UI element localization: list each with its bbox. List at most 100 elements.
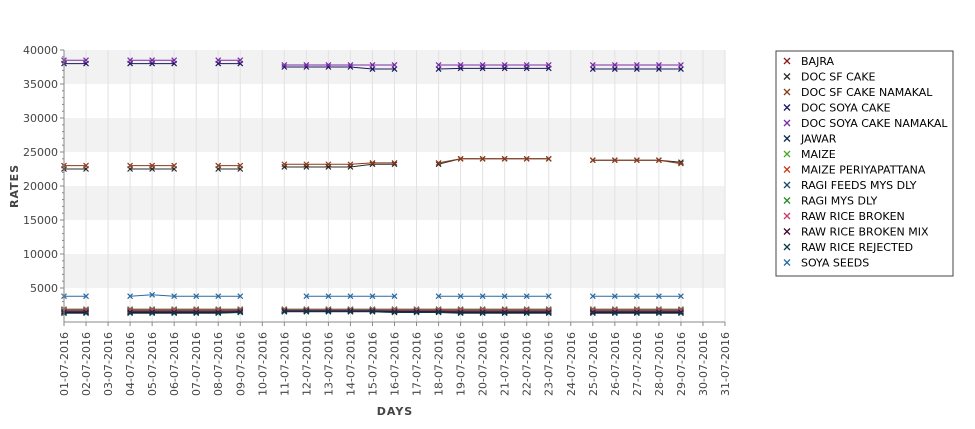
y-tick-label: 40000: [23, 44, 58, 57]
data-point: [633, 310, 640, 317]
data-point: [545, 293, 552, 300]
data-point: [589, 157, 596, 164]
data-point: [611, 293, 618, 300]
data-point: [127, 57, 134, 64]
data-point: [611, 62, 618, 68]
x-tick-label: 15-07-2016: [366, 332, 379, 396]
data-point: [325, 293, 332, 300]
data-point: [457, 155, 464, 162]
legend-marker: [783, 104, 791, 111]
data-point: [215, 162, 222, 169]
data-point: [435, 62, 442, 68]
data-point: [347, 62, 354, 68]
x-axis-title: DAYS: [377, 405, 413, 418]
x-tick-label: 28-07-2016: [653, 332, 666, 396]
y-tick-label: 35000: [23, 78, 58, 91]
x-tick-labels: 01-07-2016 02-07-2016 03-07-2016 04-07-2016…: [58, 332, 732, 396]
data-point: [281, 161, 288, 168]
data-point: [347, 308, 354, 315]
legend-marker: [783, 181, 791, 189]
data-point: [171, 57, 178, 64]
legend-label: DOC SOYA CAKE NAMAKAL: [801, 117, 948, 130]
x-tick-label: 23-07-2016: [543, 332, 556, 396]
data-point: [457, 293, 464, 300]
data-point: [457, 62, 464, 68]
data-point: [171, 310, 178, 317]
data-point: [435, 159, 442, 166]
legend-label: MAIZE PERIYAPATTANA: [801, 164, 926, 177]
legend-marker: [783, 197, 791, 204]
data-point: [325, 161, 332, 168]
series-line: [130, 294, 241, 297]
data-point: [435, 309, 442, 316]
data-point: [127, 310, 134, 317]
data-point: [215, 293, 222, 300]
data-point: [501, 310, 508, 317]
data-point: [237, 293, 244, 300]
data-point: [457, 310, 464, 317]
data-point: [325, 308, 332, 315]
x-tick-label: 03-07-2016: [102, 332, 115, 396]
y-tick-label: 15000: [23, 214, 58, 227]
legend-label: MAIZE: [801, 148, 836, 161]
data-point: [281, 308, 288, 315]
x-tick-label: 26-07-2016: [609, 332, 622, 396]
data-point: [479, 62, 486, 68]
data-point: [589, 62, 596, 68]
x-tick-label: 31-07-2016: [719, 332, 732, 396]
legend-label: DOC SOYA CAKE: [801, 102, 891, 115]
data-point: [303, 161, 310, 168]
legend-marker: [783, 73, 791, 80]
data-point: [678, 62, 684, 68]
x-tick-label: 07-07-2016: [190, 332, 203, 396]
data-point: [545, 155, 552, 162]
data-point: [633, 157, 640, 164]
legend-marker: [783, 119, 791, 127]
series-line: [130, 311, 241, 313]
legend-marker: [783, 166, 791, 173]
series-2: [61, 155, 684, 169]
legend: BAJRA DOC SF CAKE DOC SF CAKE NAMAKAL DOC S…: [775, 50, 954, 277]
legend-marker: [783, 150, 791, 158]
x-tick-label: 14-07-2016: [344, 332, 357, 396]
legend-marker: [783, 243, 791, 251]
data-point: [633, 293, 640, 300]
data-point: [501, 293, 508, 300]
legend-box: [775, 50, 954, 277]
data-point: [149, 162, 156, 169]
x-tick-label: 19-07-2016: [455, 332, 468, 396]
series-line: [130, 309, 241, 312]
y-tick-label: 5000: [30, 282, 58, 295]
data-point: [435, 293, 442, 300]
data-point: [479, 310, 486, 317]
legend-marker: [783, 259, 791, 266]
x-tick-label: 27-07-2016: [631, 332, 644, 396]
data-point: [83, 57, 89, 64]
legend-label: RAW RICE REJECTED: [801, 241, 913, 254]
series-line: [284, 163, 395, 168]
y-tick-label: 10000: [23, 248, 58, 261]
axes: [60, 49, 726, 326]
x-tick-label: 16-07-2016: [389, 332, 402, 396]
data-point: [678, 159, 684, 166]
data-point: [655, 62, 662, 68]
data-point: [303, 62, 310, 68]
legend-label: DOC SF CAKE: [801, 71, 876, 84]
data-point: [369, 159, 376, 166]
data-point: [678, 293, 684, 300]
y-tick-label: 30000: [23, 112, 58, 125]
x-tick-label: 13-07-2016: [322, 332, 335, 396]
x-tick-label: 05-07-2016: [146, 332, 159, 396]
data-point: [479, 293, 486, 300]
data-point: [413, 309, 420, 316]
data-point: [523, 293, 530, 300]
series-line: [130, 312, 241, 314]
legend-marker: [783, 135, 791, 142]
data-point: [149, 57, 156, 64]
data-point: [347, 293, 354, 300]
data-point: [391, 62, 398, 68]
series-12: [61, 308, 684, 317]
data-point: [369, 308, 376, 315]
data-point: [589, 310, 596, 317]
